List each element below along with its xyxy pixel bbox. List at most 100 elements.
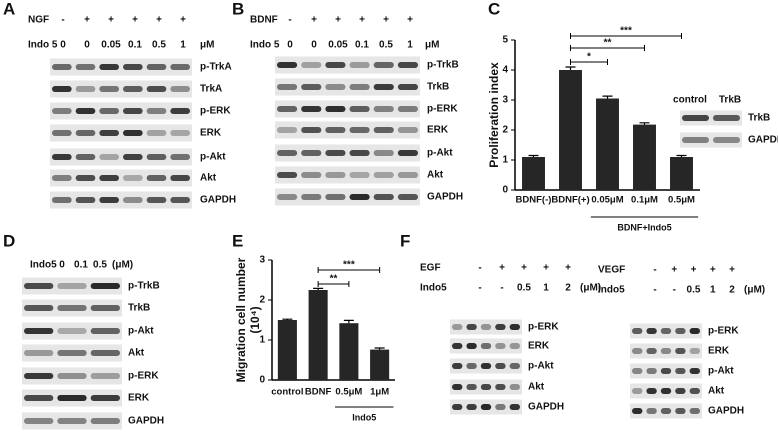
blot-band bbox=[452, 324, 463, 330]
blot-band bbox=[675, 348, 686, 354]
protein-label: p-ERK bbox=[528, 322, 559, 333]
blot-band bbox=[75, 108, 96, 114]
y-tick-label: 0 bbox=[502, 185, 508, 196]
blot-band bbox=[466, 384, 477, 390]
lane-label: 0.5 bbox=[379, 40, 393, 51]
lane-label: 0.05 bbox=[101, 40, 121, 51]
blot-band bbox=[632, 328, 643, 334]
blot-band bbox=[466, 324, 477, 330]
blot-band bbox=[397, 194, 418, 200]
blot-band bbox=[301, 84, 322, 90]
blot-band bbox=[452, 404, 463, 410]
lane-label: 1 bbox=[543, 283, 549, 294]
group-label: Indo5 bbox=[352, 412, 376, 422]
blot-band bbox=[675, 368, 686, 374]
blot-band bbox=[397, 150, 418, 156]
blot-band bbox=[397, 84, 418, 90]
lane-label: + bbox=[521, 263, 527, 274]
blot-band bbox=[397, 106, 418, 112]
blot-band bbox=[660, 388, 672, 394]
blot-band bbox=[24, 305, 54, 311]
blot-strip bbox=[50, 191, 192, 209]
blot-band bbox=[480, 363, 492, 369]
error-bar bbox=[602, 95, 613, 99]
bar bbox=[370, 349, 390, 380]
lane-label: 0.5 bbox=[152, 40, 166, 51]
lane-label: + bbox=[565, 263, 571, 274]
lane-label: 2 bbox=[729, 285, 735, 296]
blot-band bbox=[660, 328, 672, 334]
x-tick-label: BDNF(-) bbox=[516, 195, 552, 206]
blot-band bbox=[646, 408, 657, 414]
blot-band bbox=[57, 350, 87, 356]
y-tick-label: 1 bbox=[502, 155, 508, 166]
lane-label: + bbox=[335, 15, 341, 26]
protein-label: TrkB bbox=[427, 82, 449, 93]
blot-band bbox=[349, 84, 370, 90]
bar bbox=[339, 323, 359, 380]
blot-band bbox=[52, 64, 72, 70]
condition-label: Indo5 bbox=[420, 283, 447, 294]
blot-band bbox=[170, 130, 190, 136]
blot-band bbox=[689, 328, 700, 334]
blot-band bbox=[675, 408, 686, 414]
x-tick-label: control bbox=[271, 387, 303, 398]
panel-letter: E bbox=[232, 231, 243, 250]
blot-band bbox=[349, 172, 370, 178]
blot-band bbox=[632, 388, 643, 394]
protein-label: p-ERK bbox=[128, 371, 159, 382]
blot-band bbox=[52, 108, 72, 114]
panel-letter: C bbox=[488, 0, 500, 18]
panel-letter: D bbox=[3, 231, 15, 250]
blot-band bbox=[277, 194, 298, 200]
y-tick-label: 1 bbox=[259, 335, 265, 346]
error-bar bbox=[639, 122, 650, 125]
blot-band bbox=[660, 408, 672, 414]
y-tick-label: 4 bbox=[502, 65, 508, 76]
blot-band bbox=[170, 86, 190, 92]
lane-label: 0 bbox=[311, 40, 317, 51]
blot-strip bbox=[680, 110, 742, 126]
lane-label: 0.5 bbox=[93, 260, 107, 271]
lane-label: + bbox=[180, 15, 186, 26]
protein-label: ERK bbox=[200, 128, 222, 139]
blot-band bbox=[325, 106, 346, 112]
condition-label: Indo5 bbox=[598, 285, 625, 296]
lane-label: + bbox=[383, 15, 389, 26]
blot-band bbox=[682, 115, 709, 121]
protein-label: p-Akt bbox=[528, 361, 554, 372]
lane-label: 0.1 bbox=[74, 260, 88, 271]
protein-label: ERK bbox=[708, 346, 730, 357]
blot-band bbox=[24, 283, 54, 289]
y-axis-label: (10⁴) bbox=[248, 306, 262, 333]
group-label: BDNF+Indo5 bbox=[617, 222, 671, 232]
blot-band bbox=[57, 305, 87, 311]
blot-band bbox=[146, 64, 167, 70]
blot-band bbox=[170, 154, 190, 160]
protein-label: Akt bbox=[528, 382, 545, 393]
blot-band bbox=[75, 64, 96, 70]
x-tick-label: 1μM bbox=[370, 387, 389, 398]
blot-band bbox=[325, 84, 346, 90]
blot-band bbox=[123, 108, 143, 114]
blot-band bbox=[90, 328, 120, 334]
lane-label: - bbox=[478, 283, 481, 294]
bar bbox=[596, 98, 619, 190]
lane-label: + bbox=[729, 265, 735, 276]
x-tick-label: BDNF(+) bbox=[551, 195, 589, 206]
protein-label: GAPDH bbox=[528, 402, 564, 413]
blot-band bbox=[495, 404, 506, 410]
blot-band bbox=[646, 368, 657, 374]
protein-label: p-ERK bbox=[427, 104, 458, 115]
protein-label: GAPDH bbox=[708, 406, 744, 417]
x-tick-label: 0.5μM bbox=[335, 387, 362, 398]
blot-band bbox=[52, 154, 72, 160]
blot-band bbox=[349, 194, 370, 200]
blot-band bbox=[466, 343, 477, 349]
blot-band bbox=[123, 130, 143, 136]
blot-band bbox=[495, 343, 506, 349]
blot-band bbox=[373, 172, 394, 178]
blot-band bbox=[57, 418, 87, 424]
y-tick-label: 3 bbox=[259, 255, 265, 266]
